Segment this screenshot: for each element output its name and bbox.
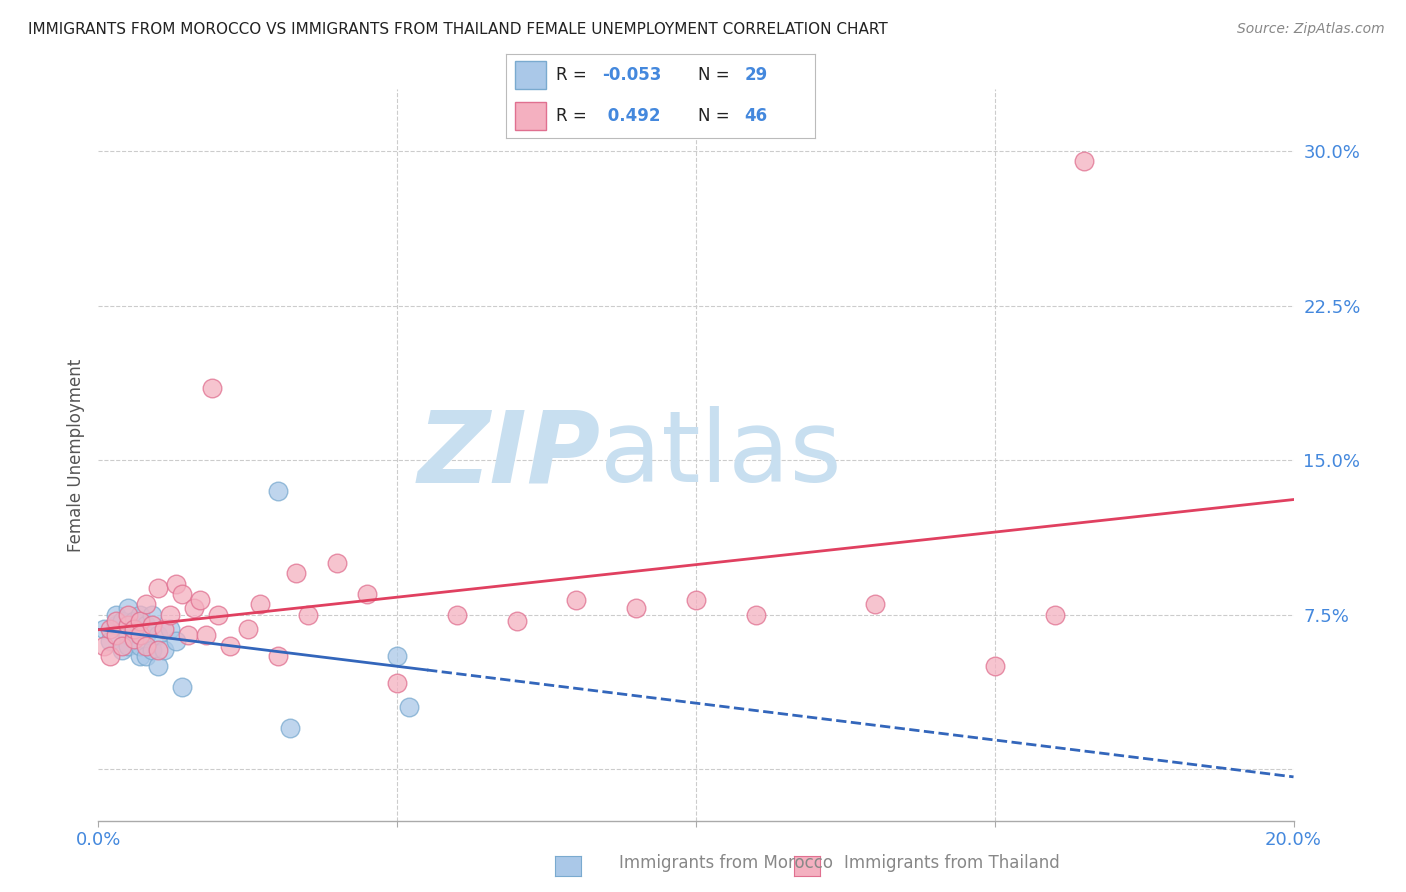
Point	[135, 597, 157, 611]
Point	[159, 622, 181, 636]
Text: IMMIGRANTS FROM MOROCCO VS IMMIGRANTS FROM THAILAND FEMALE UNEMPLOYMENT CORRELAT: IMMIGRANTS FROM MOROCCO VS IMMIGRANTS FR…	[28, 22, 887, 37]
Point	[105, 628, 128, 642]
Point	[236, 622, 259, 636]
Point	[135, 628, 157, 642]
Point	[278, 721, 301, 735]
Point	[129, 639, 152, 653]
Point	[124, 622, 146, 636]
Text: R =: R =	[555, 107, 592, 125]
Point	[129, 614, 152, 628]
Point	[506, 614, 529, 628]
Point	[865, 597, 887, 611]
Text: 46: 46	[744, 107, 768, 125]
Point	[385, 675, 409, 690]
Point	[188, 593, 211, 607]
Point	[1073, 154, 1095, 169]
Point	[165, 634, 187, 648]
Point	[183, 601, 205, 615]
Text: R =: R =	[555, 66, 592, 84]
Point	[129, 648, 152, 663]
Point	[284, 566, 307, 581]
Point	[93, 639, 115, 653]
Text: N =: N =	[697, 66, 735, 84]
Point	[135, 618, 157, 632]
Point	[398, 700, 420, 714]
Point	[207, 607, 229, 622]
Point	[249, 597, 271, 611]
Point	[165, 576, 187, 591]
Text: Immigrants from Morocco: Immigrants from Morocco	[619, 855, 832, 872]
Point	[984, 659, 1007, 673]
Point	[153, 622, 176, 636]
Point	[117, 618, 139, 632]
Point	[100, 634, 122, 648]
Point	[148, 642, 170, 657]
Text: Source: ZipAtlas.com: Source: ZipAtlas.com	[1237, 22, 1385, 37]
Point	[148, 659, 170, 673]
Point	[117, 628, 139, 642]
Point	[129, 607, 152, 622]
Point	[117, 639, 139, 653]
Text: -0.053: -0.053	[602, 66, 661, 84]
Point	[135, 648, 157, 663]
Text: 29: 29	[744, 66, 768, 84]
Point	[111, 642, 134, 657]
Point	[105, 607, 128, 622]
Point	[685, 593, 707, 607]
Point	[297, 607, 319, 622]
Point	[745, 607, 768, 622]
Point	[117, 601, 139, 615]
Point	[100, 622, 122, 636]
Point	[111, 639, 134, 653]
Point	[117, 607, 139, 622]
Point	[141, 642, 163, 657]
Point	[159, 607, 181, 622]
Text: atlas: atlas	[600, 407, 842, 503]
Bar	[516, 102, 547, 130]
Point	[135, 639, 157, 653]
Text: ZIP: ZIP	[418, 407, 600, 503]
Point	[153, 642, 176, 657]
Point	[141, 607, 163, 622]
Point	[267, 483, 290, 498]
Point	[105, 614, 128, 628]
Point	[141, 618, 163, 632]
Point	[446, 607, 468, 622]
Point	[172, 587, 194, 601]
Point	[172, 680, 194, 694]
Bar	[516, 62, 547, 89]
Point	[124, 622, 146, 636]
Point	[105, 618, 128, 632]
Point	[267, 648, 290, 663]
Point	[201, 381, 224, 395]
Point	[385, 648, 409, 663]
Point	[129, 628, 152, 642]
Text: Immigrants from Thailand: Immigrants from Thailand	[844, 855, 1059, 872]
Point	[219, 639, 242, 653]
Point	[111, 614, 134, 628]
Point	[326, 556, 349, 570]
Text: N =: N =	[697, 107, 735, 125]
Point	[148, 581, 170, 595]
Point	[195, 628, 218, 642]
Point	[356, 587, 378, 601]
Point	[148, 628, 170, 642]
Text: 0.492: 0.492	[602, 107, 661, 125]
Point	[100, 648, 122, 663]
Point	[177, 628, 200, 642]
Point	[626, 601, 648, 615]
Point	[1043, 607, 1066, 622]
Point	[124, 614, 146, 628]
Point	[93, 622, 115, 636]
Point	[124, 632, 146, 647]
Point	[565, 593, 588, 607]
Y-axis label: Female Unemployment: Female Unemployment	[66, 359, 84, 551]
